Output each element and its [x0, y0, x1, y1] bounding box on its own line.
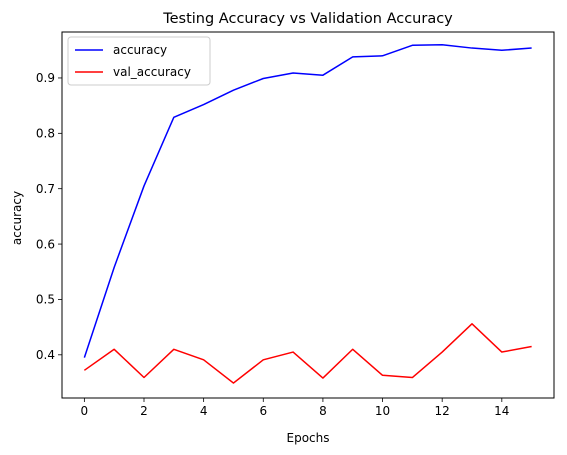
legend-label-val-accuracy: val_accuracy [113, 65, 191, 79]
x-tick-label: 2 [140, 404, 148, 418]
x-tick-label: 0 [81, 404, 89, 418]
plot-lines [84, 45, 531, 383]
y-axis-ticks: 0.4 0.5 0.6 0.7 0.8 0.9 [36, 71, 62, 362]
legend: accuracy val_accuracy [68, 37, 210, 85]
y-tick-label: 0.6 [36, 237, 55, 251]
chart-title: Testing Accuracy vs Validation Accuracy [162, 11, 453, 27]
plot-frame [62, 32, 554, 398]
y-tick-label: 0.4 [36, 348, 55, 362]
y-tick-label: 0.9 [36, 71, 55, 85]
y-tick-label: 0.8 [36, 127, 55, 141]
x-tick-label: 14 [494, 404, 509, 418]
x-axis-ticks: 0 2 4 6 8 10 12 14 [81, 398, 510, 418]
series-line-val-accuracy [84, 324, 531, 383]
x-axis-label: Epochs [287, 431, 330, 445]
series-line-accuracy [84, 45, 531, 358]
legend-label-accuracy: accuracy [113, 43, 167, 57]
x-tick-label: 10 [375, 404, 390, 418]
y-axis-label: accuracy [10, 191, 24, 245]
x-tick-label: 4 [200, 404, 208, 418]
y-tick-label: 0.7 [36, 182, 55, 196]
x-tick-label: 6 [259, 404, 267, 418]
y-tick-label: 0.5 [36, 293, 55, 307]
x-tick-label: 12 [435, 404, 450, 418]
x-tick-label: 8 [319, 404, 327, 418]
